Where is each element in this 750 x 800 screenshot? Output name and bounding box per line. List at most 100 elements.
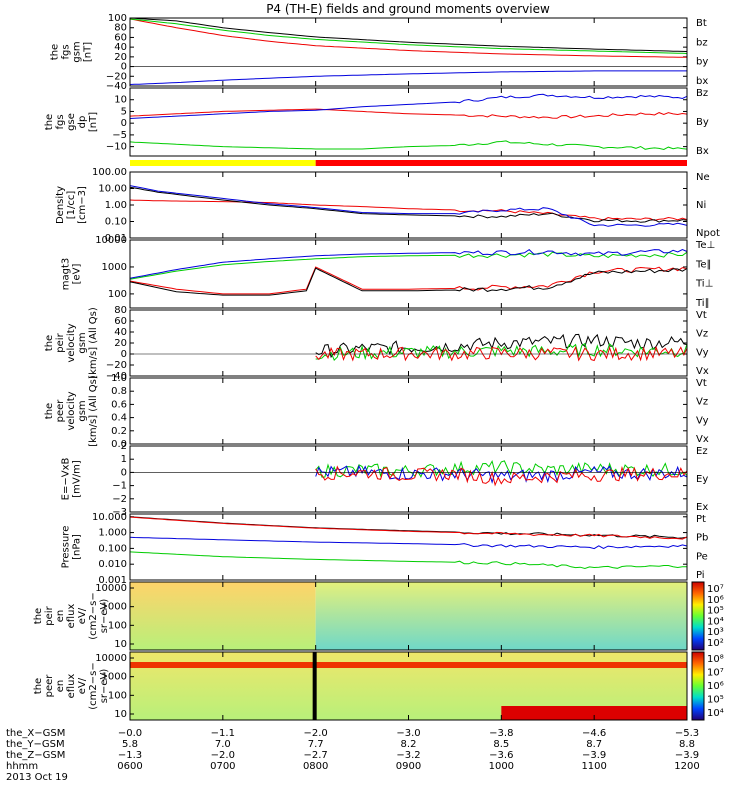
series-Ey (315, 460, 688, 478)
panel-peer-velocity: 1.0 0.8 0.6 0.4 0.2 0.0 thepeervelocitygsm[km/… (44, 373, 709, 450)
y-axis-label-line: [eV] (72, 264, 83, 285)
series-Ne (129, 199, 688, 221)
y-axis-label-line: peir (44, 605, 55, 625)
heatmap-gap (312, 652, 317, 720)
y-axis-label: thepeervelocitygsm[km/s] (All Qs) (44, 375, 99, 447)
legend-Bt: Bt (696, 18, 707, 29)
y-axis-label: magt3[eV] (61, 258, 83, 291)
series-Ez (315, 465, 688, 487)
series-Npot (129, 185, 688, 227)
legend-Bz: Bz (696, 88, 708, 99)
date-label: 2013 Oct 19 (6, 772, 68, 783)
legend-By: By (696, 117, 709, 128)
series-Pe (129, 551, 688, 570)
legend-Te⊥: Te⊥ (695, 240, 715, 251)
y-axis-label-line: the (50, 44, 61, 60)
colorbar-label: 10⁵ (707, 606, 724, 617)
series-Te∥ (129, 267, 688, 296)
legend-by: by (696, 57, 708, 68)
legend-Ti∥: Ti∥ (695, 298, 710, 309)
y-tick-label: 0.100 (98, 543, 127, 554)
series-Vz (315, 345, 688, 362)
x-tick-label: −2.0 (304, 728, 328, 739)
y-axis-label-line: [nPa] (72, 534, 83, 560)
y-tick-label: 10000 (95, 653, 127, 664)
y-axis-label-line: [cm−3] (77, 186, 88, 224)
x-tick-label: −1.1 (211, 728, 235, 739)
y-axis-label-line: (cm2−s− (88, 592, 99, 639)
x-tick-label: 0700 (210, 761, 235, 772)
series-bx (129, 70, 687, 85)
panel-frame (129, 513, 688, 581)
series-Bz (129, 108, 688, 119)
y-tick-label: 1000 (102, 602, 127, 613)
y-tick-label: −40 (106, 371, 127, 382)
colorbar (691, 581, 705, 651)
y-axis-label-line: eV/ (77, 607, 88, 624)
x-tick-label: −3.6 (489, 750, 513, 761)
legend-bx: bx (696, 76, 708, 87)
legend-Vy: Vy (696, 415, 709, 426)
y-axis-label-line: [mV/m] (72, 460, 83, 498)
colorbar-label: 10⁶ (707, 595, 724, 606)
x-row-label: the_Y−GSM (6, 739, 65, 750)
x-tick-label: −4.6 (582, 728, 606, 739)
y-axis-label-line: [nT] (83, 42, 94, 62)
status-bar-right (315, 160, 687, 166)
y-axis-label-line: eflux (66, 604, 77, 629)
y-axis-label-line: fgs (55, 114, 66, 129)
x-tick-label: −3.9 (675, 750, 699, 761)
x-tick-label: 0900 (396, 761, 421, 772)
y-tick-label: 5 (121, 106, 127, 117)
y-tick-label: 10000 (95, 583, 127, 594)
y-tick-label: 0 (121, 467, 127, 478)
x-tick-label: 8.5 (493, 739, 509, 750)
colorbar-label: 10⁴ (707, 708, 724, 719)
legend-Ex: Ex (696, 502, 708, 513)
y-axis-label-line: gsm (72, 41, 83, 62)
y-tick-label: 100 (108, 289, 127, 300)
y-axis-label-line: E=−VxB (61, 458, 72, 501)
y-tick-label: 0.01 (105, 233, 127, 244)
legend-Pt: Pt (696, 514, 706, 525)
y-axis-label-line: the (44, 114, 55, 130)
y-axis-label-line: [nT] (88, 112, 99, 132)
y-axis-label-line: gsm (77, 332, 88, 353)
panel-density: 100.00 10.00 1.00 0.10 0.01 Density[1/cc][cm−… (55, 167, 720, 244)
x-tick-label: 8.7 (586, 739, 602, 750)
legend-Npot: Npot (696, 228, 720, 239)
legend-Vz: Vz (696, 329, 708, 340)
y-axis-label: thefgsgsedp[nT] (44, 112, 99, 132)
y-axis-label-line: the (44, 335, 55, 351)
x-tick-label: 5.8 (122, 739, 138, 750)
y-axis-label: thepeirenefluxeV/(cm2−s−sr−eV) (33, 592, 110, 639)
y-tick-label: 100.00 (92, 167, 127, 178)
x-tick-label: −5.3 (675, 728, 699, 739)
colorbar-label: 10⁷ (707, 668, 724, 679)
y-axis-label: Density[1/cc][cm−3] (55, 186, 88, 224)
x-tick-label: 7.7 (308, 739, 324, 750)
legend-Vt: Vt (696, 310, 707, 321)
x-row-label: the_X−GSM (6, 728, 65, 739)
y-axis-label-line: [km/s] (All Qs) (88, 375, 99, 447)
series-Pb (129, 516, 688, 540)
x-tick-label: 1200 (674, 761, 699, 772)
legend-Vy: Vy (696, 347, 709, 358)
x-tick-label: −3.9 (582, 750, 606, 761)
series-By (129, 140, 688, 151)
y-axis-label-line: en (55, 610, 66, 623)
legend-Ey: Ey (696, 474, 708, 485)
colorbar-label: 10³ (707, 627, 724, 638)
x-tick-label: −2.0 (211, 750, 235, 761)
panel-efield: 2 1 0 −1 −2 −3 E=−VxB[mV/m] Ez Ey Ex (61, 441, 709, 518)
y-axis-label-line: Density (55, 186, 66, 224)
y-axis-label-line: peir (55, 332, 66, 352)
y-axis-label-line: sr−eV) (99, 669, 110, 704)
panel-peir-eflux: 10⁷10⁶10⁵10⁴10³10²10000100010010thepeire… (33, 581, 724, 651)
y-axis-label-line: velocity (66, 391, 77, 430)
series-Bt (129, 17, 688, 52)
colorbar-label: 10⁸ (707, 654, 724, 665)
panel-frame (129, 309, 688, 377)
y-tick-label: 0.2 (111, 426, 127, 437)
